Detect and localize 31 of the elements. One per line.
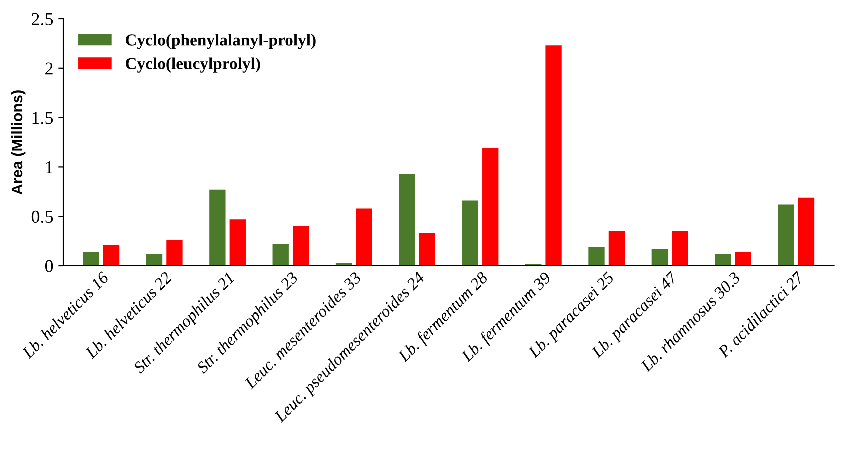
- bar: [798, 198, 815, 266]
- bar: [83, 252, 100, 266]
- bar: [272, 244, 289, 266]
- y-tick-label: 1: [46, 162, 53, 174]
- bar: [715, 254, 732, 266]
- bar: [735, 252, 752, 266]
- bar: [672, 231, 688, 266]
- bar: [419, 233, 436, 266]
- bar: [588, 247, 605, 266]
- y-tick-label: 2.5: [32, 13, 54, 26]
- legend-label: Cyclo(phenylalanyl-prolyl): [126, 34, 316, 50]
- bar: [482, 148, 499, 266]
- bar: [778, 204, 794, 266]
- bar: [230, 220, 246, 266]
- bar: [546, 46, 562, 266]
- bar: [210, 190, 226, 266]
- bar: [462, 200, 478, 266]
- legend-label: Cyclo(leucylprolyl): [126, 58, 260, 73]
- y-tick-label: 2: [46, 62, 53, 75]
- bar: [166, 240, 183, 266]
- y-axis-title: Area (Millions): [11, 90, 26, 195]
- bar: [652, 249, 668, 266]
- y-tick-label: 0: [45, 260, 54, 272]
- bar: [399, 174, 416, 266]
- bar: [292, 226, 310, 266]
- bar: [608, 231, 626, 266]
- y-tick-label: 0.5: [32, 210, 54, 224]
- y-tick-label: 1.5: [32, 112, 54, 124]
- bar: [103, 245, 120, 266]
- bar: [146, 254, 163, 266]
- bar: [356, 208, 372, 266]
